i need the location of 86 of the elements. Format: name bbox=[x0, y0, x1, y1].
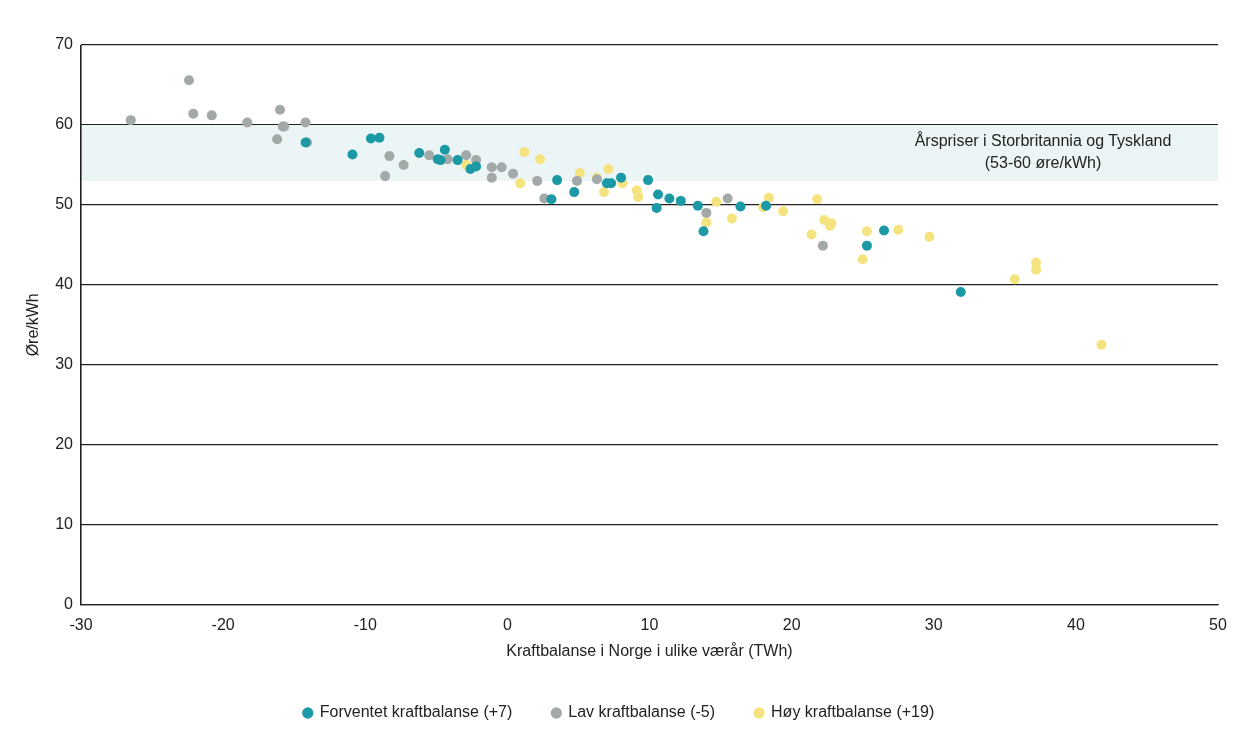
y-tick-label: 70 bbox=[55, 35, 74, 53]
point bbox=[643, 175, 654, 186]
point bbox=[701, 217, 712, 228]
point bbox=[184, 75, 195, 86]
x-axis-title: Kraftbalanse i Norge i ulike værår (TWh) bbox=[506, 641, 793, 659]
y-axis-title: Øre/kWh bbox=[24, 293, 42, 357]
point bbox=[274, 104, 285, 115]
point bbox=[1009, 274, 1020, 285]
point bbox=[955, 287, 966, 298]
legend-label: Høy kraftbalanse (+19) bbox=[771, 703, 935, 721]
point bbox=[1096, 339, 1107, 350]
x-tick-label: 30 bbox=[924, 615, 943, 633]
point bbox=[461, 150, 472, 161]
legend-label: Lav kraftbalanse (-5) bbox=[568, 703, 716, 721]
point bbox=[722, 193, 733, 204]
point bbox=[532, 175, 543, 186]
point bbox=[414, 147, 425, 158]
point bbox=[384, 151, 395, 162]
x-tick-label: -10 bbox=[353, 615, 377, 633]
point bbox=[188, 108, 199, 119]
point bbox=[701, 207, 712, 218]
point bbox=[398, 159, 409, 170]
point bbox=[365, 133, 376, 144]
point bbox=[893, 224, 904, 235]
y-tick-label: 20 bbox=[55, 435, 74, 453]
point bbox=[206, 110, 217, 121]
point bbox=[452, 155, 463, 166]
y-tick-label: 60 bbox=[55, 115, 74, 133]
band-label: Årspriser i Storbritannia og Tyskland (53-60 øre/kWh) bbox=[914, 131, 1172, 172]
point bbox=[374, 132, 385, 143]
point bbox=[778, 206, 789, 217]
point bbox=[515, 178, 526, 189]
x-tick-label: -20 bbox=[211, 615, 235, 633]
point bbox=[924, 231, 935, 242]
point bbox=[861, 240, 872, 251]
x-tick-label: 0 bbox=[502, 615, 512, 633]
point bbox=[879, 225, 890, 236]
point bbox=[861, 226, 872, 237]
y-tick-label: 30 bbox=[55, 355, 74, 373]
y-tick-label: 40 bbox=[55, 275, 74, 293]
point bbox=[812, 194, 823, 205]
point bbox=[857, 254, 868, 265]
y-tick-label: 0 bbox=[64, 595, 74, 613]
point bbox=[653, 189, 664, 200]
point bbox=[424, 150, 435, 161]
point bbox=[486, 172, 497, 183]
x-tick-label: -30 bbox=[69, 615, 93, 633]
point bbox=[675, 195, 686, 206]
x-tick-label: 20 bbox=[782, 615, 801, 633]
point bbox=[272, 134, 283, 145]
point bbox=[552, 175, 563, 186]
point bbox=[439, 144, 450, 155]
x-tick-label: 10 bbox=[640, 615, 659, 633]
point bbox=[711, 196, 722, 207]
point bbox=[125, 115, 136, 126]
point bbox=[692, 200, 703, 211]
point bbox=[242, 117, 253, 128]
point bbox=[616, 172, 627, 183]
legend-label: Forventet kraftbalanse (+7) bbox=[319, 703, 513, 721]
point bbox=[574, 167, 585, 178]
point bbox=[300, 117, 311, 128]
point bbox=[698, 226, 709, 237]
point bbox=[599, 187, 610, 198]
y-tick-label: 50 bbox=[55, 195, 74, 213]
point bbox=[486, 162, 497, 173]
point bbox=[664, 193, 675, 204]
y-tick-label: 10 bbox=[55, 515, 74, 533]
point bbox=[347, 149, 358, 160]
point bbox=[496, 162, 507, 173]
point bbox=[519, 147, 530, 158]
point bbox=[380, 171, 391, 182]
point bbox=[569, 187, 580, 198]
point bbox=[735, 201, 746, 212]
point bbox=[471, 161, 482, 172]
x-tick-label: 40 bbox=[1066, 615, 1085, 633]
point bbox=[603, 163, 614, 174]
point bbox=[535, 154, 546, 165]
point bbox=[651, 203, 662, 214]
point bbox=[817, 240, 828, 251]
point bbox=[572, 175, 583, 186]
point bbox=[806, 229, 817, 240]
point bbox=[546, 194, 557, 205]
point bbox=[508, 168, 519, 179]
x-tick-label: 50 bbox=[1209, 615, 1227, 633]
point bbox=[763, 192, 774, 203]
point bbox=[726, 213, 737, 224]
